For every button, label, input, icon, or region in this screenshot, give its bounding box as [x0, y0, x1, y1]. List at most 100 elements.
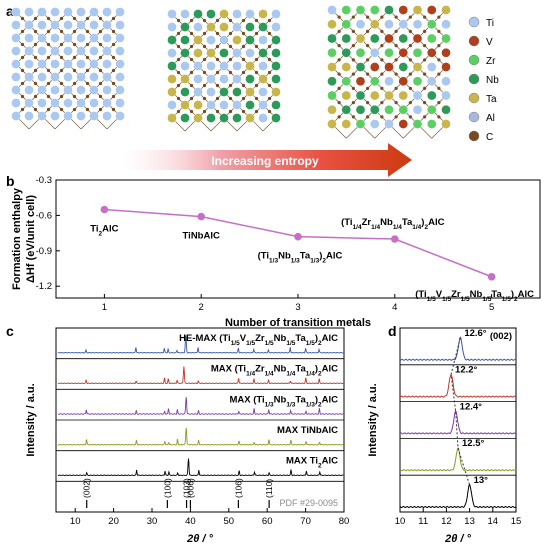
- carbon-atom: [176, 96, 181, 101]
- carbon-atom: [408, 101, 412, 105]
- peak-002-1: [399, 336, 517, 361]
- x-tick-label: 3: [295, 302, 300, 313]
- atom: [426, 76, 437, 87]
- atom: [327, 33, 337, 44]
- carbon-atom: [267, 18, 272, 23]
- point-label-5: (Ti1/5V1/5Zr1/5Nb1/5Ta1/5)2AlC: [415, 289, 534, 303]
- atom: [232, 9, 242, 19]
- y-tick-label: -0.9: [36, 246, 52, 257]
- atom: [219, 9, 229, 19]
- series-label-3: MAX (Ti1/3Nb1/3Ta1/3)2AlC: [229, 394, 338, 408]
- carbon-atom: [437, 86, 441, 90]
- atom: [115, 33, 125, 43]
- panel-label-a: a: [6, 3, 14, 19]
- atom: [180, 87, 190, 97]
- carbon-atom: [85, 107, 90, 112]
- atom: [180, 61, 190, 71]
- atom: [50, 33, 60, 43]
- atom: [167, 100, 177, 110]
- atom: [341, 62, 352, 72]
- carbon-atom: [46, 94, 51, 99]
- legend-item-al: Al: [468, 111, 495, 124]
- atom: [180, 100, 190, 110]
- atom: [89, 20, 99, 30]
- atom: [426, 62, 437, 72]
- y-tick-label: -0.6: [36, 210, 52, 221]
- carbon-atom: [72, 16, 77, 21]
- atom: [258, 48, 268, 58]
- atom: [441, 104, 451, 115]
- carbon-atom: [241, 57, 246, 62]
- carbon-atom: [423, 86, 427, 90]
- legend-swatch: [468, 54, 480, 66]
- atom: [50, 98, 60, 108]
- carbon-atom: [46, 55, 51, 60]
- atom: [24, 72, 34, 82]
- carbon-atom: [351, 101, 355, 105]
- carbon-atom: [408, 58, 412, 62]
- carbon-atom: [111, 55, 116, 60]
- carbon-atom: [228, 70, 233, 75]
- atom: [441, 90, 451, 101]
- carbon-atom: [215, 44, 220, 49]
- atom: [245, 113, 255, 123]
- carbon-atom: [189, 70, 194, 75]
- structure-3: [327, 5, 451, 139]
- carbon-atom: [380, 44, 384, 48]
- carbon-atom: [59, 16, 64, 21]
- atom: [11, 111, 21, 121]
- peak-position-label: 12.4°: [460, 401, 482, 412]
- carbon-atom: [228, 57, 233, 62]
- carbon-atom: [46, 107, 51, 112]
- carbon-atom: [111, 29, 116, 34]
- atom: [193, 100, 203, 110]
- carbon-atom: [189, 83, 194, 88]
- carbon-atom: [351, 58, 355, 62]
- atom: [245, 61, 255, 71]
- y-axis-label: Intensity / a.u.: [367, 383, 379, 456]
- carbon-atom: [380, 72, 384, 76]
- carbon-atom: [423, 58, 427, 62]
- carbon-atom: [189, 31, 194, 36]
- carbon-atom: [337, 29, 341, 33]
- atom: [24, 85, 34, 95]
- atom: [89, 98, 99, 108]
- atom: [50, 72, 60, 82]
- carbon-atom: [20, 42, 25, 47]
- carbon-atom: [111, 16, 116, 21]
- carbon-atom: [254, 83, 259, 88]
- legend-swatch: [468, 73, 480, 85]
- carbon-atom: [241, 96, 246, 101]
- atom: [426, 5, 437, 15]
- atom: [384, 76, 394, 87]
- atom: [258, 100, 268, 110]
- atom: [341, 90, 352, 101]
- carbon-atom: [267, 31, 272, 36]
- atom: [167, 48, 177, 58]
- y-tick-label: -0.3: [36, 175, 52, 186]
- peak-position-label: 13°: [474, 475, 489, 486]
- xrd-pattern-3: [57, 397, 344, 415]
- atom: [102, 98, 112, 108]
- atom: [369, 33, 380, 44]
- atom: [89, 46, 99, 56]
- miller-index: (106): [233, 478, 243, 498]
- atom: [206, 100, 216, 110]
- atom: [115, 72, 125, 82]
- atom: [271, 87, 281, 97]
- atom: [89, 85, 99, 95]
- atom: [37, 72, 47, 82]
- atom: [398, 119, 409, 129]
- atom: [206, 61, 216, 71]
- atom: [426, 33, 437, 44]
- carbon-atom: [351, 115, 355, 119]
- x-tick-label: 12: [441, 516, 452, 527]
- carbon-atom: [366, 86, 370, 90]
- y-axis-label: Intensity / a.u.: [25, 383, 37, 456]
- legend-label: C: [486, 132, 493, 143]
- atom: [441, 47, 451, 58]
- carbon-atom: [215, 31, 220, 36]
- carbon-atom: [189, 109, 194, 114]
- x-tick-label: 50: [224, 516, 235, 527]
